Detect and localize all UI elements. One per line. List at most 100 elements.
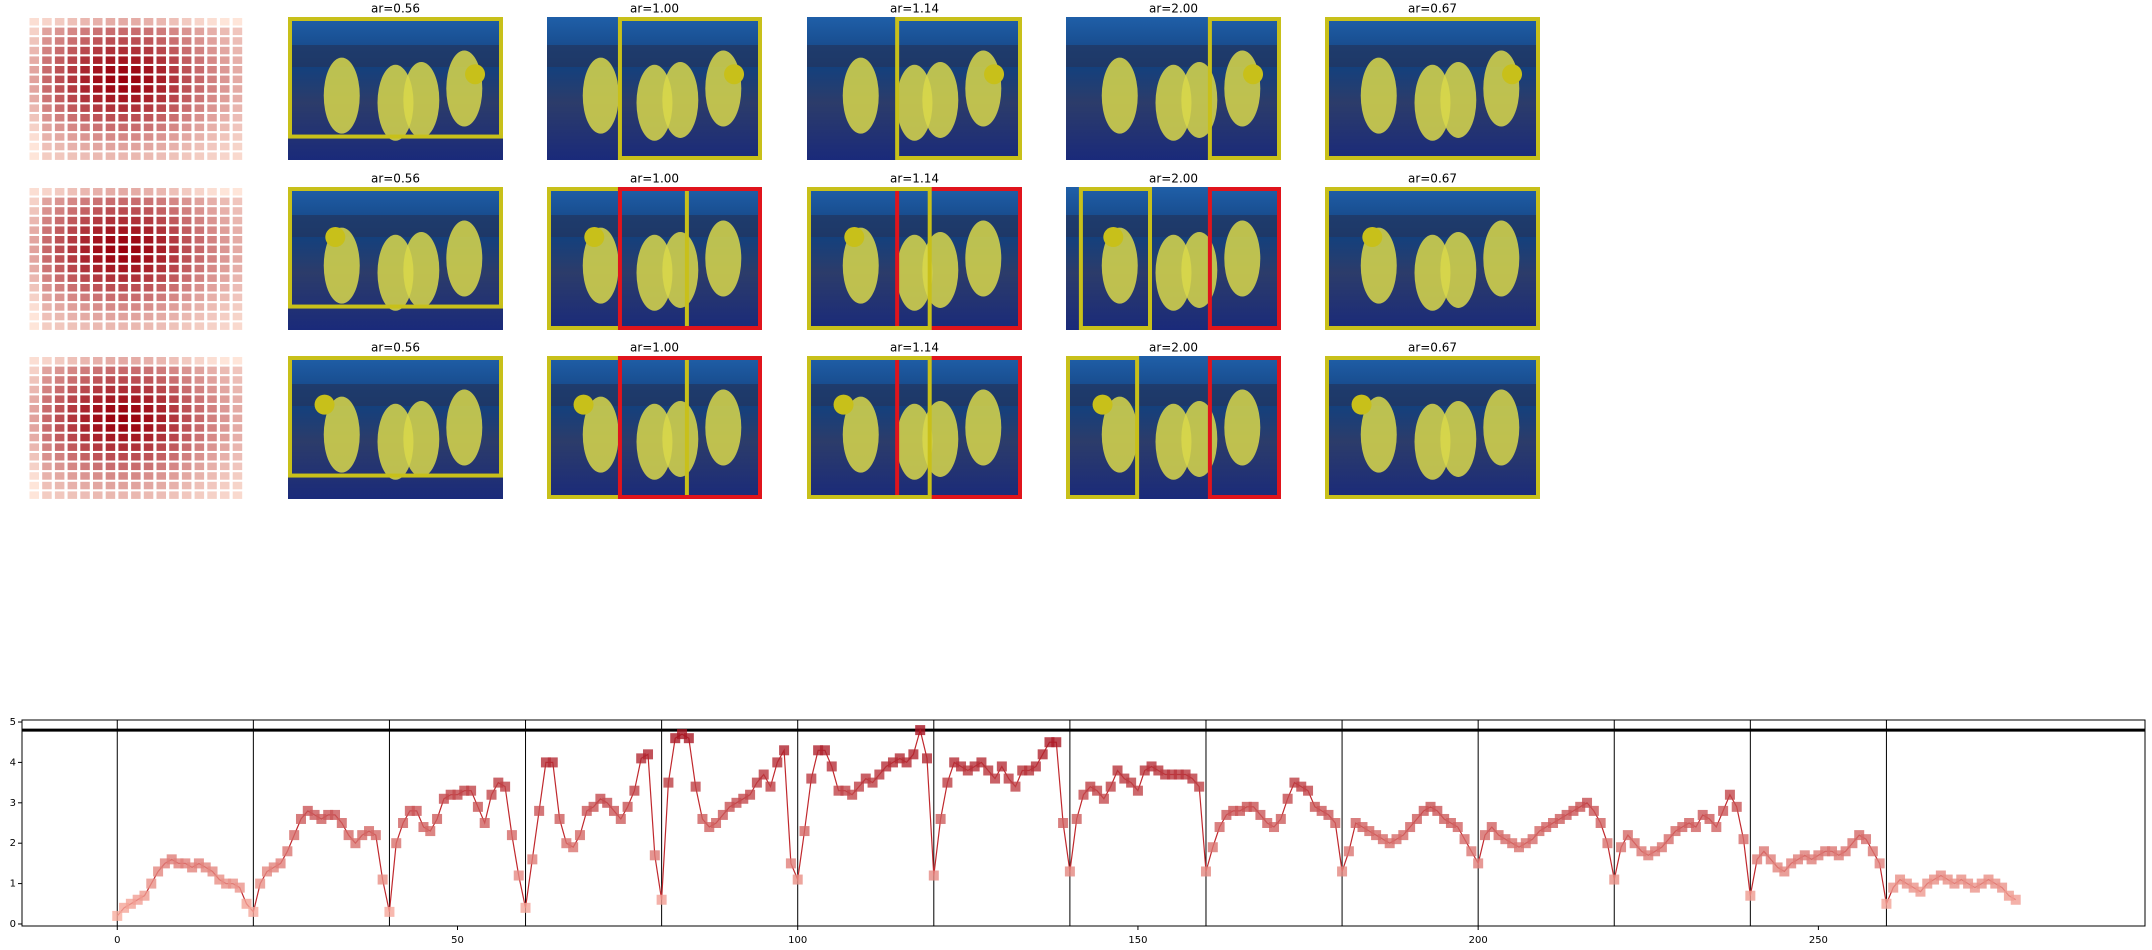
- heatmap-cell: [169, 274, 179, 282]
- series-marker: [1609, 874, 1620, 885]
- heatmap-cell: [220, 414, 230, 423]
- heatmap-cell: [169, 37, 179, 45]
- series-marker: [193, 858, 204, 869]
- heatmap-cell: [80, 245, 90, 254]
- series-marker: [1561, 809, 1572, 820]
- heatmap-cell: [105, 18, 116, 26]
- heatmap-cell: [232, 264, 243, 273]
- series-marker: [874, 769, 885, 780]
- heatmap-cell: [207, 414, 217, 423]
- heatmap-cell: [80, 197, 90, 206]
- panel-title: ar=1.00: [630, 2, 679, 16]
- heatmap-cell: [131, 188, 141, 196]
- heatmap-cell: [232, 75, 243, 84]
- panel-row: ar=0.56 ar=1.00 ar=1.14 ar=2.00 ar=0.67: [29, 2, 1540, 160]
- heatmap-cell: [131, 366, 141, 375]
- heatmap-cell: [194, 453, 205, 461]
- series-marker: [935, 813, 946, 824]
- heatmap-cell: [93, 123, 103, 132]
- series-marker: [1867, 846, 1878, 857]
- series-marker: [867, 777, 878, 788]
- player: [582, 57, 619, 134]
- heatmap-cell: [169, 357, 179, 365]
- player: [1155, 403, 1192, 480]
- heatmap-cell: [194, 312, 205, 321]
- heatmap-cell: [207, 207, 217, 215]
- heatmap-cell: [181, 152, 192, 160]
- heatmap-cell: [80, 216, 90, 225]
- series-marker: [534, 805, 545, 816]
- series-marker: [200, 862, 211, 873]
- heatmap-cell: [131, 18, 141, 26]
- series-marker: [860, 773, 871, 784]
- series-marker: [921, 753, 932, 764]
- heatmap-cell: [232, 395, 243, 403]
- player: [636, 64, 673, 141]
- heatmap-cell: [80, 66, 90, 74]
- heatmap-cell: [169, 46, 179, 55]
- heatmap-cell: [105, 27, 116, 36]
- series-marker: [221, 878, 232, 889]
- heatmap-cell: [67, 385, 78, 394]
- heatmap-cell: [156, 395, 166, 403]
- series-marker: [1731, 801, 1742, 812]
- heatmap-cell: [118, 462, 128, 471]
- heatmap-cell: [194, 188, 205, 196]
- heatmap-cell: [181, 133, 192, 141]
- heatmap-cell: [42, 37, 52, 45]
- heatmap-cell: [220, 376, 230, 384]
- heatmap-cell: [93, 255, 103, 263]
- heatmap-cell: [67, 123, 78, 132]
- series-marker: [1044, 737, 1055, 748]
- heatmap-cell: [194, 226, 205, 234]
- heatmap-cell: [181, 226, 192, 234]
- heatmap-cell: [220, 274, 230, 282]
- crop-box: [895, 17, 1023, 160]
- crop-box: [617, 17, 763, 160]
- heatmap-cell: [42, 453, 52, 461]
- heatmap-cell: [232, 85, 243, 93]
- heatmap-cell: [169, 114, 179, 122]
- focus-point: [984, 64, 1005, 85]
- heatmap-cell: [118, 443, 128, 451]
- heatmap-cell: [156, 385, 166, 394]
- heatmap-cell: [42, 46, 52, 55]
- heatmap-cell: [143, 322, 154, 330]
- heatmap-cell: [156, 424, 166, 432]
- heatmap-cell: [80, 322, 90, 330]
- heatmap-cell: [29, 405, 39, 413]
- heatmap-cell: [232, 462, 243, 471]
- heatmap-cell: [54, 414, 65, 423]
- heatmap-cell: [118, 66, 128, 74]
- heatmap-cell: [143, 274, 154, 282]
- heatmap-cell: [232, 236, 243, 244]
- series-marker: [520, 902, 531, 913]
- series-marker: [1772, 862, 1783, 873]
- heatmap-cell: [105, 366, 116, 375]
- heatmap-cell: [143, 414, 154, 423]
- heatmap-cell: [169, 152, 179, 160]
- heatmap-cell: [143, 395, 154, 403]
- heatmap-cell: [207, 322, 217, 330]
- player: [1414, 403, 1451, 480]
- heatmap-cell: [232, 491, 243, 499]
- heatmap-cell: [93, 481, 103, 490]
- series-marker: [813, 745, 824, 756]
- series-marker: [1473, 858, 1484, 869]
- series-marker: [1377, 834, 1388, 845]
- heatmap-cell: [143, 472, 154, 480]
- heatmap-cell: [93, 188, 103, 196]
- series-marker: [799, 826, 810, 837]
- heatmap-cell: [93, 46, 103, 55]
- heatmap-cell: [80, 207, 90, 215]
- heatmap-cell: [67, 322, 78, 330]
- heatmap-cell: [29, 85, 39, 93]
- heatmap-cell: [118, 27, 128, 36]
- heatmap-cell: [207, 75, 217, 84]
- series-marker: [1003, 773, 1014, 784]
- heatmap-cell: [80, 226, 90, 234]
- player: [636, 234, 673, 311]
- heatmap-cell: [169, 433, 179, 442]
- heatmap-cell: [207, 197, 217, 206]
- heatmap-cell: [54, 264, 65, 273]
